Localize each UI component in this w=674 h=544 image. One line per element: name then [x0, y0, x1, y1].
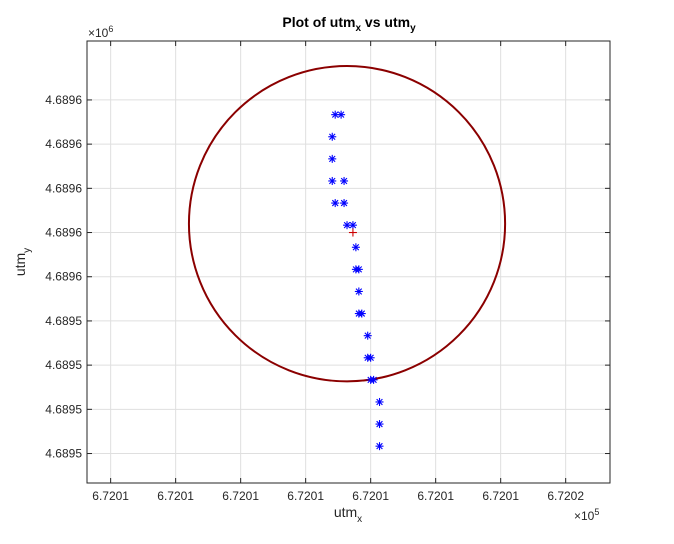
plot-area — [87, 41, 610, 483]
star-marker-d2 — [340, 177, 348, 185]
star-marker — [363, 331, 372, 340]
x-tick-label: 6.7201 — [287, 489, 324, 503]
chart-title-mid: vs utm — [361, 14, 410, 30]
x-axis-label-sub: x — [357, 514, 362, 525]
star-marker-d2 — [355, 310, 363, 317]
star-marker-d2 — [352, 243, 360, 251]
x-ticks: 6.7201 6.7201 6.7201 6.7201 6.7201 6.7201 6.72… — [92, 41, 584, 503]
star-marker-d2 — [328, 133, 336, 141]
star-marker — [354, 287, 363, 296]
series-0 — [328, 110, 384, 451]
x-tick-label: 6.7201 — [157, 489, 194, 503]
star-marker — [375, 420, 384, 429]
y-tick-label: 4.6896 — [45, 270, 82, 284]
star-marker-d2 — [355, 266, 363, 273]
star-marker — [351, 243, 360, 252]
y-tick-label: 4.6895 — [45, 358, 82, 372]
x-tick-label: 6.7201 — [417, 489, 454, 503]
star-marker — [354, 265, 363, 274]
x-tick-label: 6.7201 — [92, 489, 129, 503]
star-marker — [340, 176, 349, 185]
star-marker — [337, 110, 346, 119]
x-tick-label: 6.7201 — [352, 489, 389, 503]
plot-frame — [86, 40, 611, 484]
star-marker — [369, 375, 378, 384]
star-marker — [354, 309, 363, 318]
star-marker-d2 — [370, 376, 377, 384]
series-1 — [348, 228, 357, 237]
star-marker — [331, 199, 340, 208]
star-marker — [375, 442, 384, 451]
star-marker-d2 — [328, 177, 336, 185]
x-tick-label: 6.7201 — [222, 489, 259, 503]
chart-title-sub-1: x — [355, 23, 361, 34]
star-marker-d2 — [331, 199, 339, 207]
x-exponent-power: 5 — [594, 507, 599, 517]
fitted-circle — [187, 65, 507, 383]
y-tick-label: 4.6895 — [45, 314, 82, 328]
y-ticks: 4.6895 4.6895 4.6895 4.6895 4.6896 4.6896 4.68… — [45, 93, 610, 461]
star-marker-d2 — [364, 332, 371, 339]
star-marker-d2 — [364, 354, 371, 362]
x-tick-label: 6.7201 — [482, 489, 519, 503]
y-axis-label-base: utm — [12, 253, 28, 276]
y-gridlines — [87, 99, 610, 455]
star-marker-d2 — [337, 111, 345, 118]
x-axis-label-base: utm — [334, 504, 357, 520]
y-exponent-power: 6 — [108, 24, 113, 34]
star-marker — [328, 154, 337, 163]
star-marker-d2 — [376, 398, 383, 406]
star-marker-d2 — [349, 221, 357, 229]
star-marker-d2 — [355, 288, 363, 295]
star-marker-d2 — [343, 221, 351, 229]
star-marker — [340, 199, 349, 208]
y-axis-label-sub: y — [22, 248, 33, 253]
star-marker — [328, 132, 337, 141]
plot-axes: 6.7201 6.7201 6.7201 6.7201 6.7201 6.7201 6.72… — [45, 40, 611, 503]
y-tick-label: 4.6896 — [45, 226, 82, 240]
x-exponent-label: ×105 — [574, 507, 599, 523]
data-layer — [187, 65, 507, 451]
star-marker-d2 — [376, 442, 383, 450]
star-marker — [375, 397, 384, 406]
star-marker-d2 — [376, 420, 383, 428]
y-exponent-base: ×10 — [88, 26, 109, 40]
star-marker-d2 — [340, 199, 348, 207]
x-axis-label: utmx — [334, 504, 362, 525]
x-exponent-base: ×10 — [574, 509, 595, 523]
star-marker-d2 — [331, 111, 339, 118]
y-tick-label: 4.6895 — [45, 447, 82, 461]
chart-title: Plot of utmx vs utmy — [282, 14, 416, 34]
star-marker — [328, 176, 337, 185]
star-marker — [363, 353, 372, 362]
plus-marker — [348, 228, 357, 237]
y-tick-label: 4.6895 — [45, 402, 82, 416]
y-tick-label: 4.6896 — [45, 137, 82, 151]
y-tick-label: 4.6896 — [45, 181, 82, 195]
chart-title-base-1: Plot of utm — [282, 14, 355, 30]
y-tick-label: 4.6896 — [45, 93, 82, 107]
star-marker-d2 — [328, 155, 336, 163]
chart-title-sub-2: y — [410, 23, 416, 34]
x-tick-label: 6.7202 — [547, 489, 584, 503]
star-marker — [348, 221, 357, 230]
y-exponent-label: ×106 — [88, 24, 113, 40]
y-axis-label: utmy — [12, 248, 33, 276]
